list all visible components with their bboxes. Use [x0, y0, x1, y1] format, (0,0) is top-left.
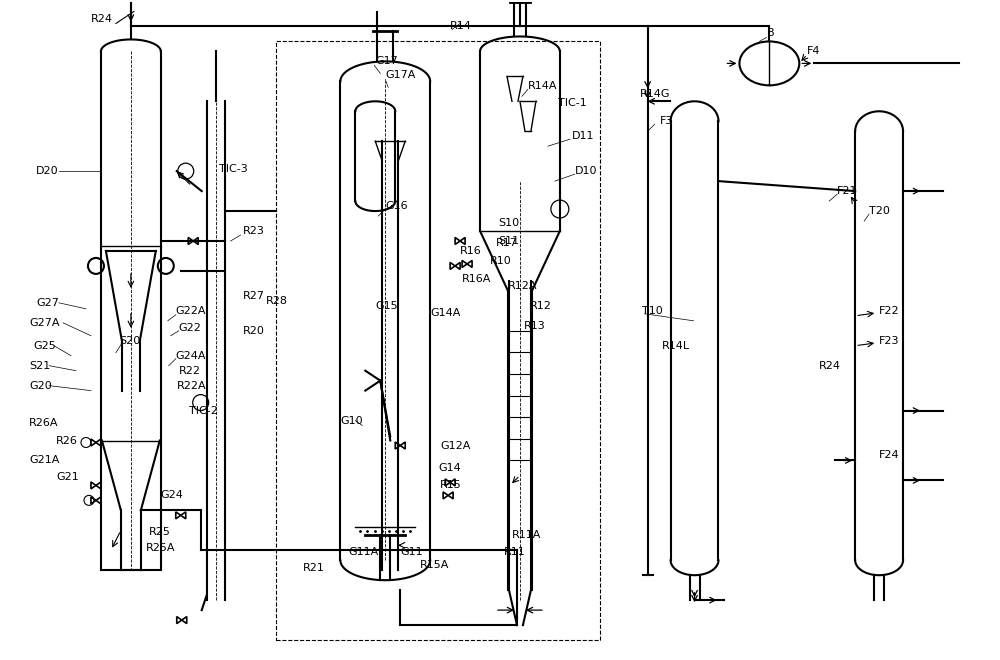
Text: S21: S21 [29, 360, 50, 371]
Text: R17: R17 [496, 238, 518, 248]
Text: R22: R22 [179, 366, 201, 376]
Text: R26: R26 [56, 436, 78, 446]
Text: G17: G17 [375, 56, 398, 67]
Text: G16: G16 [385, 201, 408, 211]
Text: R12: R12 [530, 301, 552, 311]
Text: F23: F23 [879, 336, 900, 346]
Text: TIC-2: TIC-2 [189, 406, 218, 416]
Text: G21: G21 [56, 473, 79, 482]
Text: R11A: R11A [512, 530, 541, 541]
Text: S10: S10 [498, 218, 519, 228]
Text: TIC-3: TIC-3 [219, 164, 247, 174]
Text: G11A: G11A [348, 547, 379, 557]
Text: R16: R16 [460, 246, 482, 256]
Text: R15A: R15A [420, 560, 450, 570]
Text: D11: D11 [572, 131, 594, 141]
Text: G22: G22 [179, 323, 202, 333]
Text: G27A: G27A [29, 317, 60, 328]
Text: R24: R24 [819, 360, 841, 371]
Text: R21: R21 [302, 563, 324, 574]
Text: G22A: G22A [176, 306, 206, 316]
Text: F24: F24 [879, 451, 900, 461]
Text: R20: R20 [243, 326, 264, 336]
Text: G24: G24 [161, 490, 184, 500]
Text: R16A: R16A [462, 274, 491, 284]
Text: G27: G27 [36, 298, 59, 308]
Text: R22A: R22A [177, 381, 206, 391]
Text: T10: T10 [642, 306, 662, 316]
Text: G12A: G12A [440, 440, 471, 451]
Text: R24: R24 [91, 15, 113, 24]
Text: G25: G25 [33, 341, 56, 350]
Text: R25A: R25A [146, 543, 175, 553]
Text: TIC-1: TIC-1 [558, 98, 587, 108]
Text: G10: G10 [340, 416, 363, 426]
Text: G17A: G17A [385, 71, 416, 81]
Text: B: B [767, 28, 775, 38]
Text: G24A: G24A [176, 350, 206, 361]
Text: R15: R15 [440, 480, 462, 490]
Text: R27: R27 [243, 291, 265, 301]
Text: R11: R11 [504, 547, 526, 557]
Text: F22: F22 [879, 306, 900, 316]
Text: G14A: G14A [430, 308, 461, 318]
Text: G20: G20 [29, 381, 52, 391]
Text: R14G: R14G [640, 89, 670, 99]
Text: F21: F21 [837, 186, 858, 196]
Text: S11: S11 [498, 236, 519, 246]
Text: R14A: R14A [528, 81, 557, 91]
Text: G11: G11 [400, 547, 423, 557]
Text: F3: F3 [660, 116, 673, 126]
Text: R14L: R14L [662, 341, 690, 350]
Text: D10: D10 [575, 166, 597, 176]
Text: F4: F4 [807, 46, 821, 56]
Text: S20: S20 [119, 336, 140, 346]
Text: G14: G14 [438, 463, 461, 473]
Text: G21A: G21A [29, 455, 59, 465]
Text: R28: R28 [266, 296, 288, 306]
Text: R26A: R26A [29, 418, 59, 428]
Text: R13: R13 [524, 321, 546, 331]
Text: R23: R23 [243, 226, 264, 236]
Text: R25: R25 [149, 527, 171, 537]
Text: T20: T20 [869, 206, 890, 216]
Text: R10: R10 [490, 256, 512, 266]
Text: G15: G15 [375, 301, 398, 311]
Text: D20: D20 [36, 166, 59, 176]
Text: R14: R14 [450, 22, 472, 32]
Text: R12A: R12A [508, 281, 537, 291]
